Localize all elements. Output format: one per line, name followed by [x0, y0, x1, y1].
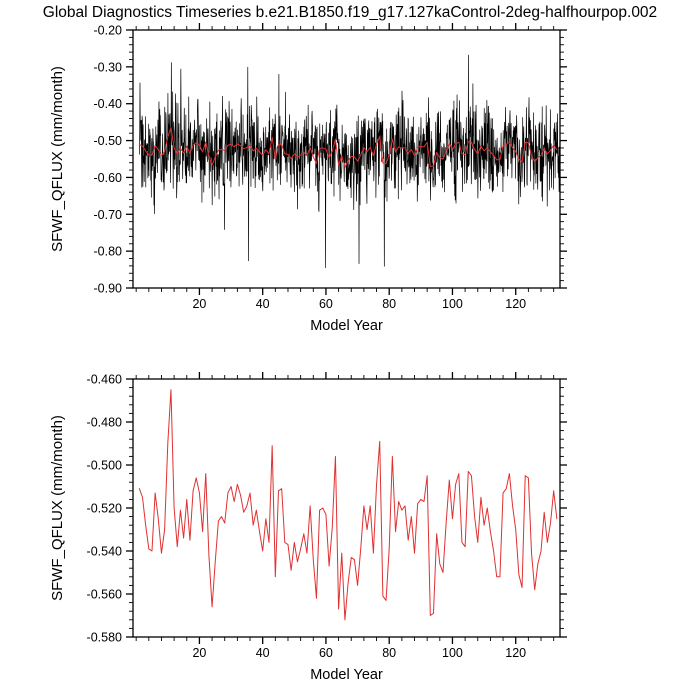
y-tick-label: -0.40	[94, 97, 123, 111]
x-tick-label: 120	[505, 646, 526, 660]
annual-mean-line	[138, 389, 558, 621]
y-tick-label: -0.20	[94, 24, 123, 38]
x-tick-label: 60	[319, 297, 333, 311]
panel-top: 20 40 60 80 100 120 -0.20 -0.30 -0.40 -0.50 -0.60 -…	[49, 23, 567, 334]
x-axis-title: Model Year	[310, 667, 383, 683]
y-tick-label: -0.30	[94, 60, 123, 74]
y-axis-title: SFWF_QFLUX (mm/month)	[49, 415, 66, 601]
x-tick-label: 40	[256, 297, 270, 311]
monthly-series-line	[139, 54, 561, 269]
x-tick-label: 120	[505, 297, 526, 311]
panel-bottom: 20 40 60 80 100 120 -0.460 -0.480 -0.500 -0.520 -0…	[49, 372, 567, 683]
x-axis-title: Model Year	[310, 318, 383, 334]
x-tick-label: 100	[442, 646, 463, 660]
x-tick-label: 80	[382, 646, 396, 660]
y-tick-label: -0.560	[87, 588, 122, 602]
y-tick-label: -0.580	[87, 631, 122, 645]
x-tick-label: 60	[319, 646, 333, 660]
y-tick-label: -0.540	[87, 545, 122, 559]
y-tick-label: -0.70	[94, 208, 123, 222]
y-tick-label: -0.80	[94, 245, 123, 259]
figure-title: Global Diagnostics Timeseries b.e21.B185…	[42, 4, 658, 21]
y-axis-title: SFWF_QFLUX (mm/month)	[49, 66, 66, 252]
x-tick-label: 100	[442, 297, 463, 311]
x-tick-label: 20	[192, 646, 206, 660]
y-tick-label: -0.480	[87, 416, 122, 430]
y-tick-label: -0.60	[94, 171, 123, 185]
y-tick-label: -0.50	[94, 134, 123, 148]
annual-mean-line	[138, 127, 558, 168]
y-tick-label: -0.520	[87, 502, 122, 516]
x-tick-label: 40	[256, 646, 270, 660]
y-tick-label: -0.460	[87, 373, 122, 387]
x-tick-label: 20	[192, 297, 206, 311]
y-tick-label: -0.500	[87, 459, 122, 473]
x-tick-label: 80	[382, 297, 396, 311]
panel-frame	[132, 29, 561, 289]
y-tick-label: -0.90	[94, 282, 123, 296]
